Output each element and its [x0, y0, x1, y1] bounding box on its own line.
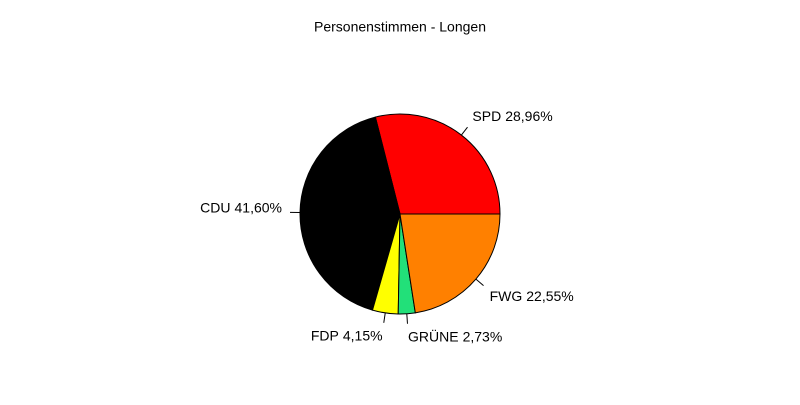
- slice-category: GRÜNE: [408, 327, 459, 344]
- slice-value: 22,55%: [526, 287, 573, 303]
- chart-title: Personenstimmen - Longen: [314, 19, 486, 35]
- slice-category: SPD: [472, 108, 501, 124]
- leader-line: [407, 314, 408, 324]
- slice-category: CDU: [200, 199, 230, 215]
- slice-category: FDP: [311, 327, 339, 343]
- slice-category: FWG: [490, 287, 523, 303]
- slice-value: 4,15%: [343, 327, 383, 343]
- slice-value: 2,73%: [463, 328, 503, 344]
- slice-value: 41,60%: [235, 199, 282, 215]
- slice-label: CDU 41,60%: [200, 199, 282, 215]
- slice-value: 28,96%: [505, 108, 552, 124]
